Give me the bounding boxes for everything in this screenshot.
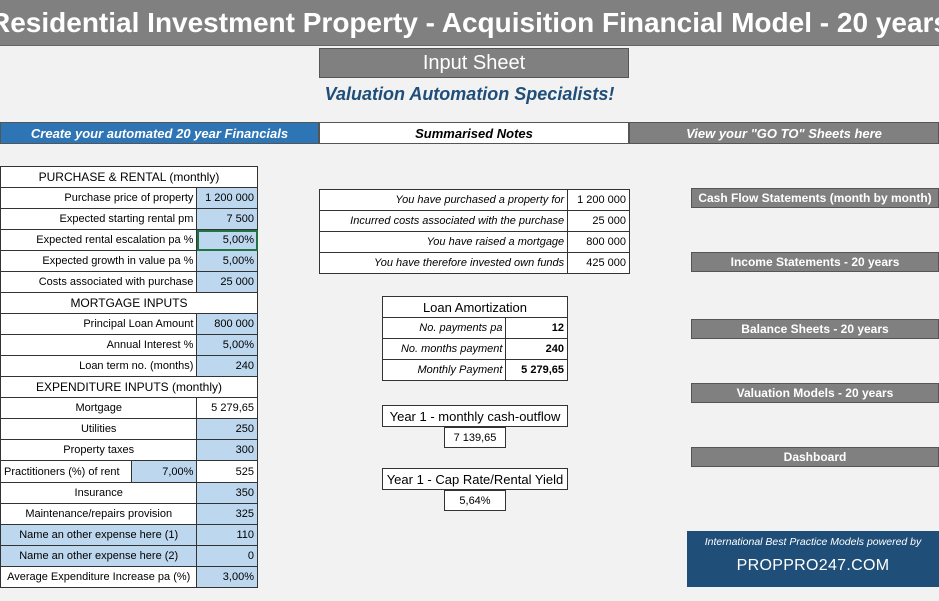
property-taxes-input[interactable]: 300 bbox=[196, 439, 258, 461]
mortgage-section-title: MORTGAGE INPUTS bbox=[0, 292, 258, 314]
cash-outflow-title: Year 1 - monthly cash-outflow bbox=[382, 405, 568, 427]
purchase-costs-label: Costs associated with purchase bbox=[0, 271, 198, 293]
practitioners-label: Practitioners (%) of rent bbox=[4, 465, 120, 478]
rental-escalation-label: Expected rental escalation pa % bbox=[0, 229, 198, 251]
payments-pa-value: 12 bbox=[505, 317, 568, 339]
purchase-section-title: PURCHASE & RENTAL (monthly) bbox=[0, 166, 258, 188]
goto-sheets-header: View your "GO TO" Sheets here bbox=[629, 122, 939, 144]
goto-cash-flow-button[interactable]: Cash Flow Statements (month by month) bbox=[691, 188, 939, 208]
tagline: Valuation Automation Specialists! bbox=[324, 84, 615, 104]
summary-own-funds-value: 425 000 bbox=[567, 252, 630, 274]
purchase-price-label: Purchase price of property bbox=[0, 187, 198, 209]
page-title: Residential Investment Property - Acquis… bbox=[0, 0, 939, 46]
practitioners-value: 525 bbox=[196, 460, 258, 483]
starting-rental-input[interactable]: 7 500 bbox=[196, 208, 258, 230]
cash-outflow-value: 7 139,65 bbox=[444, 427, 506, 448]
summarised-notes-header: Summarised Notes bbox=[319, 122, 629, 144]
other-expense-2-name-input[interactable]: Name an other expense here (2) bbox=[0, 545, 198, 567]
annual-interest-label: Annual Interest % bbox=[0, 334, 198, 356]
other-expense-1-name-input[interactable]: Name an other expense here (1) bbox=[0, 524, 198, 546]
summary-costs-value: 25 000 bbox=[567, 210, 630, 232]
summary-costs-label: Incurred costs associated with the purch… bbox=[318, 210, 569, 232]
summary-purchased-value: 1 200 000 bbox=[567, 189, 630, 211]
mortgage-expense-value: 5 279,65 bbox=[196, 397, 258, 419]
expenditure-section-title: EXPENDITURE INPUTS (monthly) bbox=[0, 376, 258, 398]
loan-term-label: Loan term no. (months) bbox=[0, 355, 198, 377]
promo-tagline: International Best Practice Models power… bbox=[704, 536, 922, 548]
promo-banner[interactable]: International Best Practice Models power… bbox=[687, 531, 939, 587]
loan-amortization-table: Loan Amortization No. payments pa 12 No.… bbox=[381, 296, 568, 381]
other-expense-1-input[interactable]: 110 bbox=[196, 524, 258, 546]
sheet-name-banner: Input Sheet bbox=[319, 48, 629, 78]
practitioners-pct-input[interactable]: 7,00% bbox=[131, 461, 197, 482]
maintenance-label: Maintenance/repairs provision bbox=[0, 503, 198, 525]
goto-balance-sheets-button[interactable]: Balance Sheets - 20 years bbox=[691, 319, 939, 339]
summary-own-funds-label: You have therefore invested own funds bbox=[318, 252, 569, 274]
cap-rate-value: 5,64% bbox=[444, 490, 506, 511]
summary-notes-table: You have purchased a property for 1 200 … bbox=[318, 189, 630, 274]
monthly-payment-label: Monthly Payment bbox=[381, 359, 507, 381]
expenditure-increase-label: Average Expenditure Increase pa (%) bbox=[0, 566, 198, 588]
payments-pa-label: No. payments pa bbox=[381, 317, 507, 339]
cap-rate-title: Year 1 - Cap Rate/Rental Yield bbox=[382, 468, 568, 490]
mortgage-expense-label: Mortgage bbox=[0, 397, 198, 419]
starting-rental-label: Expected starting rental pm bbox=[0, 208, 198, 230]
promo-website[interactable]: PROPPRO247.COM bbox=[736, 557, 890, 574]
create-financials-header: Create your automated 20 year Financials bbox=[0, 122, 319, 144]
loan-term-input[interactable]: 240 bbox=[196, 355, 258, 377]
purchase-costs-input[interactable]: 25 000 bbox=[196, 271, 258, 293]
expenditure-increase-input[interactable]: 3,00% bbox=[196, 566, 258, 588]
other-expense-2-input[interactable]: 0 bbox=[196, 545, 258, 567]
goto-valuation-models-button[interactable]: Valuation Models - 20 years bbox=[691, 383, 939, 403]
inputs-table: PURCHASE & RENTAL (monthly) Purchase pri… bbox=[0, 166, 258, 588]
principal-loan-label: Principal Loan Amount bbox=[0, 313, 198, 335]
practitioners-cell: Practitioners (%) of rent 7,00% bbox=[0, 460, 198, 483]
months-payment-value: 240 bbox=[505, 338, 568, 360]
principal-loan-input[interactable]: 800 000 bbox=[196, 313, 258, 335]
summary-mortgage-label: You have raised a mortgage bbox=[318, 231, 569, 253]
rental-escalation-input[interactable]: 5,00% bbox=[196, 229, 258, 251]
property-taxes-label: Property taxes bbox=[0, 439, 198, 461]
annual-interest-input[interactable]: 5,00% bbox=[196, 334, 258, 356]
insurance-input[interactable]: 350 bbox=[196, 482, 258, 504]
summary-purchased-label: You have purchased a property for bbox=[318, 189, 569, 211]
loan-amortization-title: Loan Amortization bbox=[382, 296, 568, 318]
utilities-input[interactable]: 250 bbox=[196, 418, 258, 440]
growth-value-label: Expected growth in value pa % bbox=[0, 250, 198, 272]
growth-value-input[interactable]: 5,00% bbox=[196, 250, 258, 272]
insurance-label: Insurance bbox=[0, 482, 198, 504]
goto-income-statements-button[interactable]: Income Statements - 20 years bbox=[691, 252, 939, 272]
months-payment-label: No. months payment bbox=[381, 338, 507, 360]
purchase-price-input[interactable]: 1 200 000 bbox=[196, 187, 258, 209]
maintenance-input[interactable]: 325 bbox=[196, 503, 258, 525]
goto-dashboard-button[interactable]: Dashboard bbox=[691, 447, 939, 467]
summary-mortgage-value: 800 000 bbox=[567, 231, 630, 253]
monthly-payment-value: 5 279,65 bbox=[505, 359, 568, 381]
utilities-label: Utilities bbox=[0, 418, 198, 440]
